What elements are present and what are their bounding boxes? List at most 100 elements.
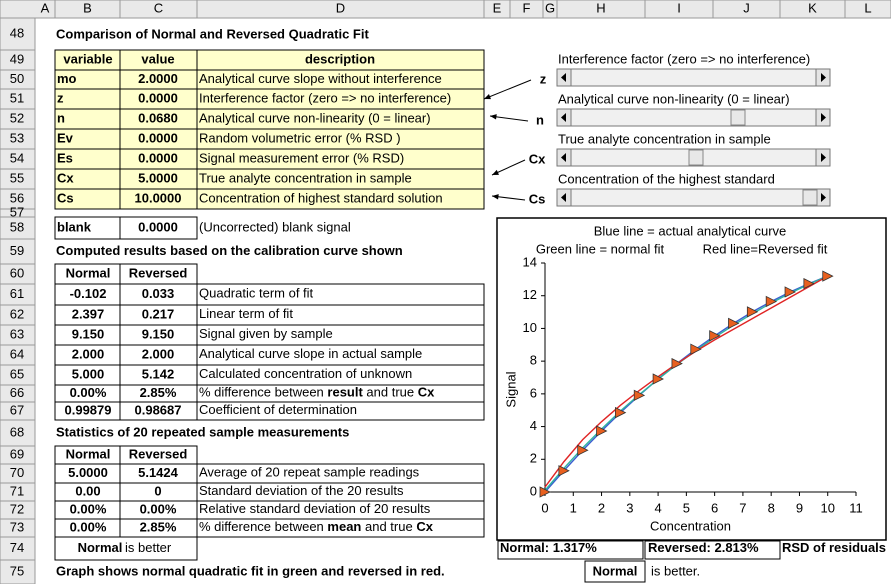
residual-label: RSD of residuals xyxy=(782,540,886,555)
column-heading: Reversed xyxy=(129,446,188,461)
scrollbar xyxy=(556,188,831,207)
column-heading: description xyxy=(305,51,375,66)
row-label: 57 xyxy=(10,204,24,219)
result-value: 9.150 xyxy=(142,326,175,341)
row-label: 56 xyxy=(10,190,24,205)
result-value: 0.00% xyxy=(70,519,107,534)
description-part: Cx xyxy=(418,385,435,400)
chart-title: Blue line = actual analytical curve xyxy=(594,223,787,238)
x-tick-label: 8 xyxy=(768,500,775,515)
data-marker xyxy=(822,270,834,282)
variable-value: 0.0000 xyxy=(138,130,178,145)
variable-name: blank xyxy=(57,219,92,234)
row-label: 66 xyxy=(10,385,24,400)
slider-label: Concentration of the highest standard xyxy=(558,171,775,186)
pointer-line xyxy=(483,79,532,100)
description-part: % difference between xyxy=(199,385,327,400)
data-marker xyxy=(633,389,646,401)
variable-description: Analytical curve non-linearity (0 = line… xyxy=(199,110,431,125)
row-label: 58 xyxy=(10,219,24,234)
column-label: I xyxy=(677,0,681,15)
description-part: Calculated concentration of unknown xyxy=(199,366,412,381)
row-label: 67 xyxy=(10,402,24,417)
row-label: 54 xyxy=(10,150,24,165)
description-part: result xyxy=(327,385,363,400)
data-marker xyxy=(690,343,702,355)
row-label: 53 xyxy=(10,130,24,145)
scroll-thumb xyxy=(730,109,746,126)
scroll-thumb xyxy=(802,189,818,206)
result-description: Quadratic term of fit xyxy=(199,286,314,301)
row-label: 69 xyxy=(10,446,24,461)
data-marker xyxy=(671,357,683,370)
cell-border xyxy=(119,216,198,240)
row-label: 68 xyxy=(10,424,24,439)
result-value: -0.102 xyxy=(70,286,107,301)
note: Graph shows normal quadratic fit in gree… xyxy=(56,563,445,578)
description-part: Coefficient of determination xyxy=(199,402,357,417)
row-label: 73 xyxy=(10,519,24,534)
x-tick-label: 3 xyxy=(626,500,633,515)
verdict-text: is better xyxy=(125,540,172,555)
variable-value: 0.0000 xyxy=(138,150,178,165)
variable-value: 0.0000 xyxy=(138,219,178,234)
row-label: 64 xyxy=(10,346,24,361)
x-tick-label: 7 xyxy=(739,500,746,515)
data-line xyxy=(544,275,828,493)
pointer-head xyxy=(490,114,497,120)
column-label: K xyxy=(808,0,817,15)
residual-reversed: Reversed: 2.813% xyxy=(648,540,759,555)
description-part: Relative standard deviation of 20 result… xyxy=(199,501,431,516)
chart-frame xyxy=(496,217,887,541)
row-label: 74 xyxy=(10,540,24,555)
x-tick-label: 10 xyxy=(820,500,834,515)
data-marker xyxy=(615,407,627,419)
result-value: 5.000 xyxy=(72,366,105,381)
column-header-bar xyxy=(0,0,891,19)
result-description: % difference between mean and true Cx xyxy=(199,519,434,534)
x-tick-label: 9 xyxy=(796,500,803,515)
cell-border xyxy=(196,518,485,538)
row-label: 49 xyxy=(10,51,24,66)
column-heading: Normal xyxy=(66,265,111,280)
row-label: 51 xyxy=(10,90,24,105)
description-part: Linear term of fit xyxy=(199,306,293,321)
slider-label: Interference factor (zero => no interfer… xyxy=(558,51,810,66)
row-label: 70 xyxy=(10,465,24,480)
variable-name: mo xyxy=(57,71,77,86)
result-description: Calculated concentration of unknown xyxy=(199,366,412,381)
description-part: Average of 20 repeat sample readings xyxy=(199,465,420,480)
x-tick-label: 0 xyxy=(541,500,548,515)
description-part: Signal given by sample xyxy=(199,326,333,341)
variable-name: Cs xyxy=(57,190,74,205)
data-marker xyxy=(803,277,815,290)
result-description: Coefficient of determination xyxy=(199,402,357,417)
x-tick-label: 1 xyxy=(570,500,577,515)
variable-value: 5.0000 xyxy=(138,170,178,185)
column-label: F xyxy=(523,0,531,15)
column-heading: Reversed xyxy=(129,265,188,280)
result-value: 5.142 xyxy=(142,366,175,381)
result-value: 2.397 xyxy=(72,306,105,321)
column-label: C xyxy=(154,0,163,15)
result-description: Average of 20 repeat sample readings xyxy=(199,465,420,480)
scroll-thumb xyxy=(688,149,704,166)
description-part: mean xyxy=(327,519,361,534)
section-heading: Computed results based on the calibratio… xyxy=(56,243,403,258)
pointer-head xyxy=(484,94,491,100)
result-value: 9.150 xyxy=(72,326,105,341)
column-label: J xyxy=(743,0,750,15)
row-label: 62 xyxy=(10,306,24,321)
data-marker xyxy=(652,373,664,385)
description-part: Analytical curve slope in actual sample xyxy=(199,346,422,361)
cell-border xyxy=(644,540,781,560)
variable-description: Interference factor (zero => no interfer… xyxy=(199,90,451,105)
pointer-label: Cx xyxy=(529,151,546,166)
data-marker xyxy=(539,486,551,498)
column-heading: value xyxy=(141,51,174,66)
variable-value: 2.0000 xyxy=(138,71,178,86)
column-label: L xyxy=(864,0,871,15)
column-label: H xyxy=(596,0,605,15)
x-tick-label: 2 xyxy=(598,500,605,515)
description-part: Standard deviation of the 20 results xyxy=(199,483,404,498)
